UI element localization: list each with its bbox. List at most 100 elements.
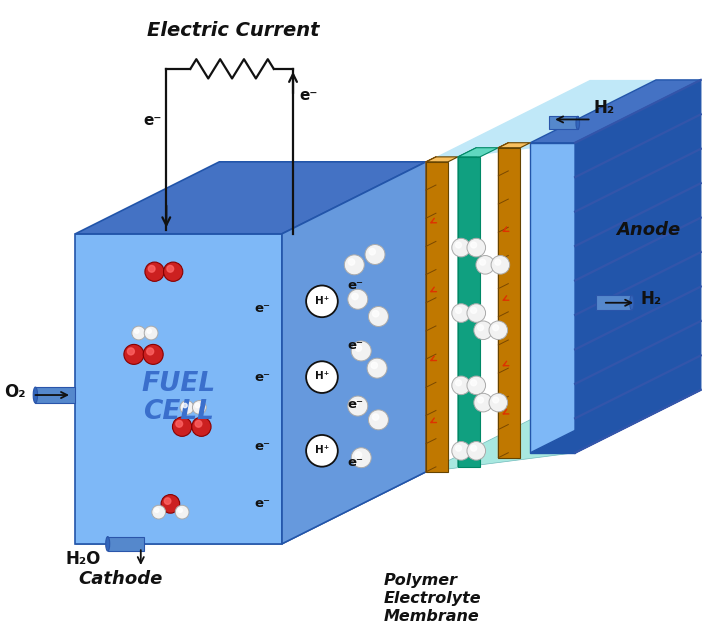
Circle shape <box>365 244 385 264</box>
Circle shape <box>367 358 387 378</box>
Text: e⁻: e⁻ <box>255 440 271 453</box>
Ellipse shape <box>576 116 580 129</box>
Text: H₂: H₂ <box>594 99 615 117</box>
Text: H⁺: H⁺ <box>315 445 329 455</box>
Circle shape <box>476 255 494 274</box>
Ellipse shape <box>33 387 37 403</box>
Circle shape <box>352 400 358 406</box>
Circle shape <box>489 394 508 412</box>
Circle shape <box>452 303 470 322</box>
Text: H⁺: H⁺ <box>315 372 329 381</box>
Circle shape <box>489 321 508 340</box>
Circle shape <box>471 445 477 451</box>
Text: e⁻: e⁻ <box>299 87 317 102</box>
Circle shape <box>306 435 338 467</box>
Polygon shape <box>530 143 575 453</box>
Circle shape <box>455 445 462 451</box>
Polygon shape <box>575 80 701 453</box>
Polygon shape <box>282 162 426 544</box>
Polygon shape <box>458 157 480 467</box>
Circle shape <box>493 397 498 403</box>
Circle shape <box>452 376 470 395</box>
Text: e⁻: e⁻ <box>255 370 271 384</box>
Circle shape <box>355 345 362 351</box>
Circle shape <box>135 329 139 333</box>
Circle shape <box>352 293 358 300</box>
Circle shape <box>348 396 368 416</box>
Circle shape <box>351 448 372 467</box>
Polygon shape <box>75 472 426 544</box>
Text: O₂: O₂ <box>4 383 26 401</box>
Text: e⁻: e⁻ <box>347 339 363 352</box>
Circle shape <box>148 266 155 272</box>
Circle shape <box>474 394 493 412</box>
Ellipse shape <box>106 537 110 551</box>
Circle shape <box>145 262 164 282</box>
Circle shape <box>474 321 493 340</box>
Circle shape <box>471 242 477 248</box>
Circle shape <box>132 326 146 340</box>
Circle shape <box>355 452 362 458</box>
Text: e⁻: e⁻ <box>143 113 161 128</box>
Circle shape <box>183 403 188 408</box>
Text: Anode: Anode <box>616 221 681 239</box>
Text: Cathode: Cathode <box>79 570 163 588</box>
Polygon shape <box>498 143 530 148</box>
Circle shape <box>455 307 462 313</box>
Text: FUEL
CELL: FUEL CELL <box>142 371 216 425</box>
Circle shape <box>477 397 484 403</box>
Polygon shape <box>530 80 701 143</box>
Circle shape <box>348 289 368 309</box>
Ellipse shape <box>630 295 634 311</box>
Circle shape <box>192 401 207 414</box>
Circle shape <box>173 417 192 437</box>
Bar <box>108 537 144 551</box>
Circle shape <box>195 421 202 427</box>
Circle shape <box>371 362 377 368</box>
Circle shape <box>147 348 154 355</box>
Circle shape <box>493 325 498 331</box>
Circle shape <box>369 410 388 430</box>
Polygon shape <box>458 148 477 467</box>
Circle shape <box>164 498 171 504</box>
Text: e⁻: e⁻ <box>347 279 363 292</box>
Polygon shape <box>426 390 701 472</box>
Circle shape <box>143 345 163 365</box>
Circle shape <box>176 421 183 427</box>
Circle shape <box>164 262 183 282</box>
Circle shape <box>195 403 200 408</box>
Circle shape <box>467 442 486 460</box>
Circle shape <box>369 307 388 327</box>
Circle shape <box>167 266 173 272</box>
Circle shape <box>467 239 486 257</box>
Circle shape <box>180 401 194 414</box>
Bar <box>35 387 75 403</box>
Text: e⁻: e⁻ <box>255 302 271 314</box>
Bar <box>596 295 632 311</box>
Circle shape <box>455 380 462 386</box>
Polygon shape <box>426 157 436 472</box>
Text: e⁻: e⁻ <box>255 498 271 511</box>
Circle shape <box>176 505 189 519</box>
Polygon shape <box>426 157 458 162</box>
Circle shape <box>348 259 355 265</box>
Circle shape <box>306 361 338 393</box>
Circle shape <box>471 307 477 313</box>
Text: e⁻: e⁻ <box>347 456 363 469</box>
Text: H₂: H₂ <box>641 290 662 308</box>
Polygon shape <box>75 234 282 544</box>
Polygon shape <box>498 143 508 458</box>
Circle shape <box>372 311 379 317</box>
Circle shape <box>145 326 158 340</box>
Circle shape <box>154 508 159 512</box>
Circle shape <box>479 259 486 265</box>
Circle shape <box>477 325 484 331</box>
Circle shape <box>351 341 372 361</box>
Circle shape <box>455 242 462 248</box>
Polygon shape <box>498 148 520 458</box>
Text: H⁺: H⁺ <box>315 296 329 305</box>
Circle shape <box>467 303 486 322</box>
Circle shape <box>306 285 338 317</box>
Polygon shape <box>458 148 498 157</box>
Circle shape <box>178 508 183 512</box>
